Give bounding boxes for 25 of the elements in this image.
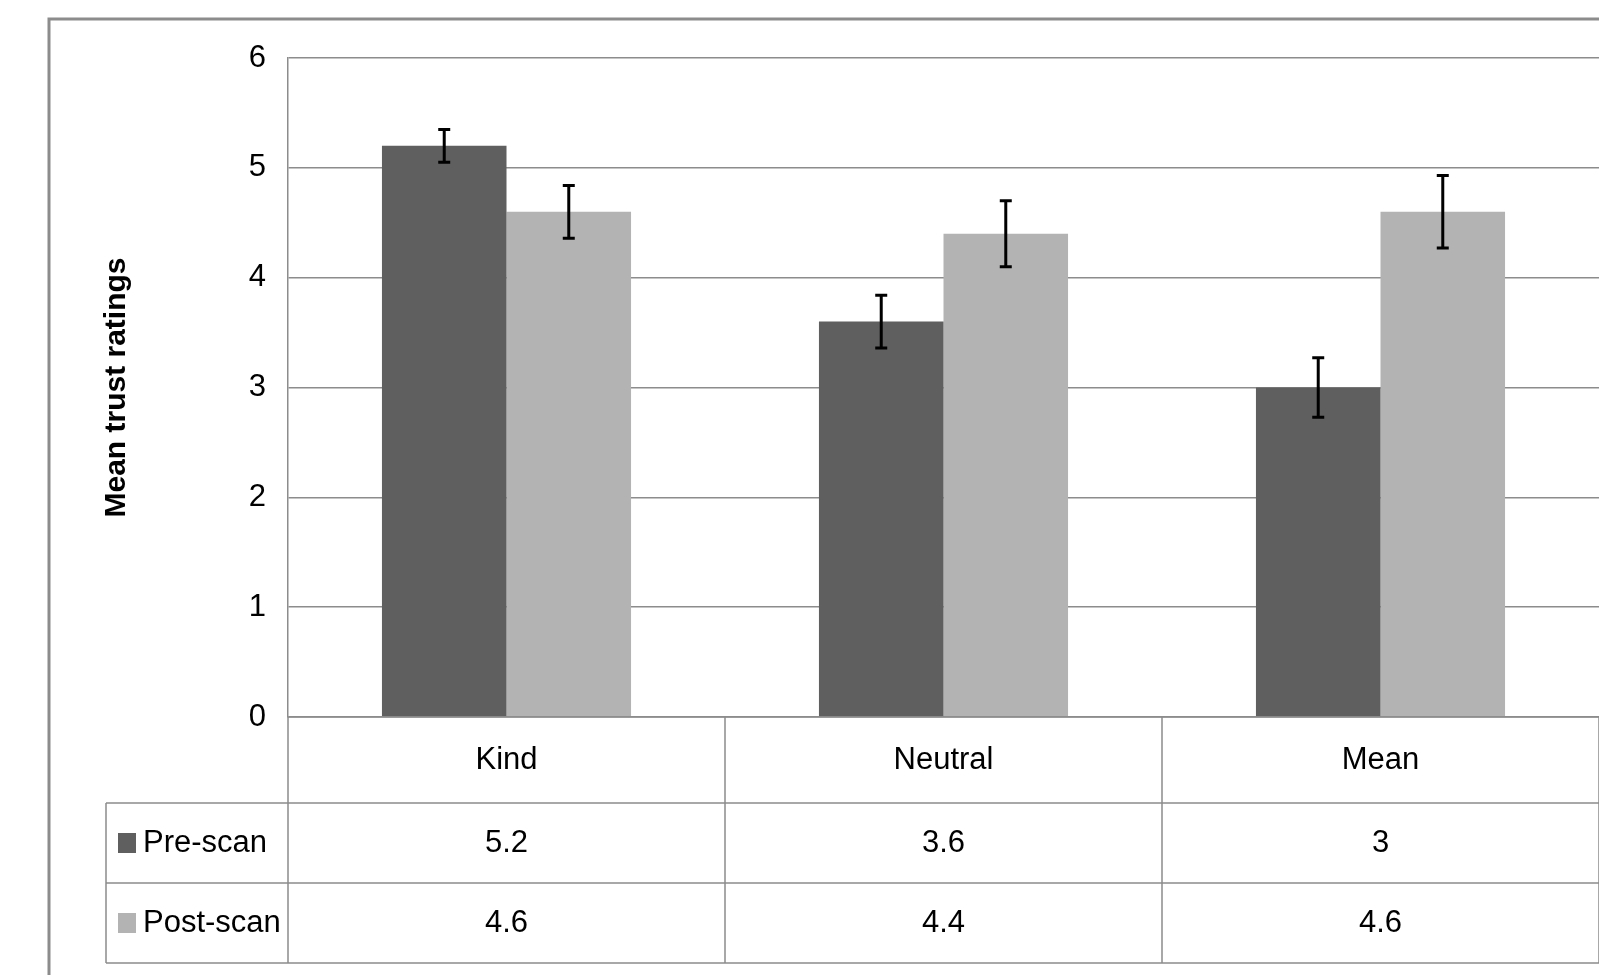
data-label: 3 [1371,823,1390,859]
legend-label: Post-scan [143,903,281,939]
data-label: 4.6 [1358,903,1403,939]
bar [818,321,944,717]
y-tick-label: 1 [248,587,266,623]
y-tick-label: 5 [248,148,266,184]
bar [506,211,632,717]
data-label: 4.4 [921,903,966,939]
y-axis-title: Mean trust ratings [98,257,132,518]
x-tick-label: Neutral [893,740,994,776]
bar [943,233,1069,717]
y-tick-label: 3 [248,368,266,404]
x-tick-label: Kind [475,740,538,776]
bar [1380,211,1506,717]
y-tick-label: 0 [248,697,266,733]
x-tick-label: Mean [1341,740,1420,776]
y-tick-label: 2 [248,477,266,513]
data-label: 4.6 [484,903,529,939]
y-tick-label: 4 [248,258,266,294]
data-label: 3.6 [921,823,966,859]
bar [381,145,507,717]
data-label: 5.2 [484,823,529,859]
y-tick-label: 6 [248,38,266,74]
bar [1255,387,1381,717]
legend-label: Pre-scan [143,823,268,859]
